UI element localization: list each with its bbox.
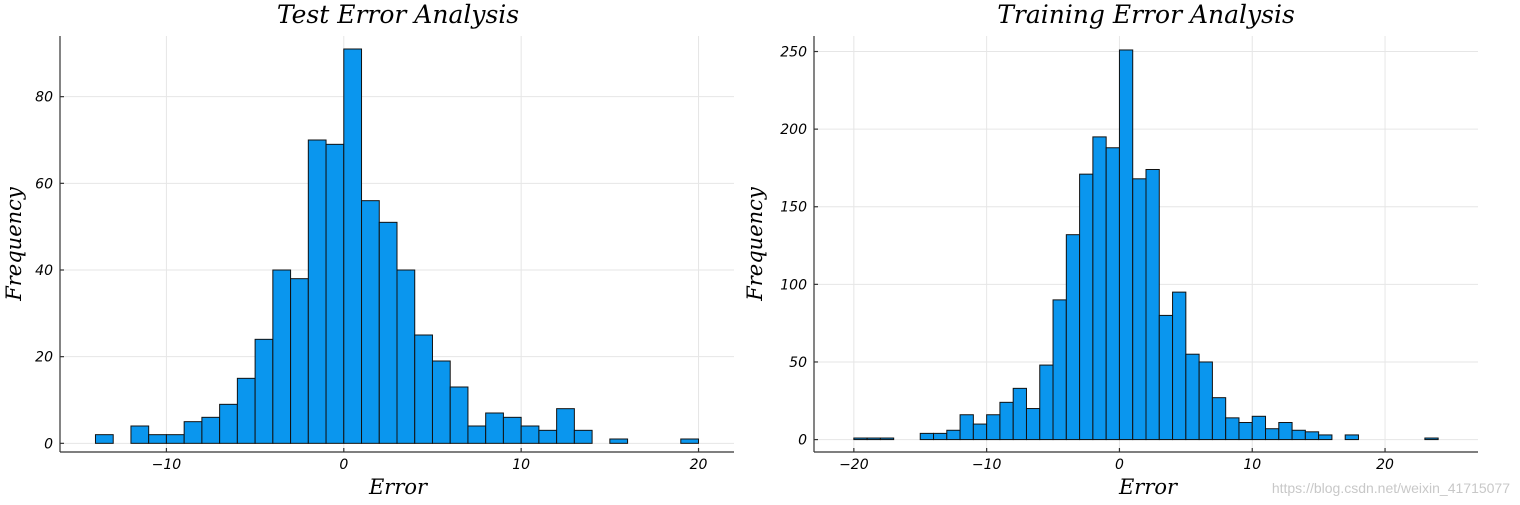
histogram-bar — [946, 429, 961, 441]
histogram-bar — [1025, 408, 1041, 441]
watermark: https://blog.csdn.net/weixin_41715077 — [1272, 480, 1510, 496]
histogram-bar — [1251, 415, 1267, 441]
y-tick-label: 200 — [780, 122, 807, 138]
histogram-bar — [680, 438, 700, 444]
histogram-bar — [201, 416, 221, 444]
x-tick-label: −10 — [152, 457, 182, 473]
histogram-bar — [236, 377, 256, 444]
histogram-bar — [1039, 364, 1054, 441]
histogram-bar — [396, 269, 416, 444]
histogram-bar — [1238, 422, 1253, 441]
histogram-bar — [1424, 437, 1439, 441]
histogram-bar — [1132, 178, 1147, 441]
histogram-bar — [986, 414, 1001, 441]
chart-title: Training Error Analysis — [997, 0, 1295, 29]
histogram-bar — [148, 434, 167, 444]
histogram-bar — [272, 269, 292, 444]
histogram-bar — [1265, 428, 1280, 441]
x-tick-label: 20 — [1376, 457, 1394, 473]
histogram-bar — [290, 278, 309, 444]
y-tick-label: 20 — [35, 350, 53, 366]
histogram-bar — [254, 338, 274, 444]
histogram-bar — [1105, 147, 1120, 441]
histogram-bar — [1185, 353, 1200, 441]
y-axis-label: Frequency — [2, 186, 26, 302]
y-tick-label: 80 — [35, 90, 53, 106]
y-tick-label: 50 — [789, 355, 807, 371]
histogram-bar — [94, 434, 114, 444]
histogram-bar — [1278, 422, 1293, 441]
histogram-bar — [485, 412, 504, 444]
histogram-bar — [933, 432, 948, 441]
x-tick-label: 0 — [1115, 457, 1124, 473]
histogram-bar — [378, 221, 398, 444]
histogram-bar — [325, 143, 345, 444]
x-tick-label: 10 — [1243, 457, 1261, 473]
y-tick-label: 150 — [780, 200, 807, 216]
x-tick-label: −20 — [839, 457, 869, 473]
histogram-bar — [467, 425, 487, 444]
histogram-bar — [1118, 49, 1134, 441]
histogram-bar — [414, 334, 433, 444]
x-tick-label: 0 — [339, 457, 348, 473]
histogram-bar — [361, 200, 380, 444]
y-tick-label: 100 — [780, 277, 807, 293]
histogram-bar — [866, 437, 881, 441]
histogram-bar — [1079, 173, 1094, 441]
histogram-bar — [1012, 387, 1027, 441]
histogram-bar — [343, 48, 363, 444]
histogram-bar — [959, 414, 974, 441]
test-error-chart: −10 0 10 20 0 20 40 60 80 Test Error Analysis Er… — [2, 0, 734, 499]
histogram-bar — [1304, 431, 1320, 441]
x-tick-label: 10 — [512, 457, 530, 473]
histogram-bar — [1172, 291, 1187, 441]
histogram-bar — [1344, 434, 1359, 441]
histogram-bar — [1211, 397, 1227, 441]
histogram-bar — [165, 434, 185, 444]
histogram-bar — [449, 386, 469, 444]
histogram-bar — [502, 416, 522, 444]
histogram-bar — [573, 429, 593, 444]
histogram-bar — [1158, 314, 1174, 441]
x-tick-label: 20 — [690, 457, 708, 473]
histogram-bar — [219, 403, 238, 444]
histogram-bar — [972, 423, 988, 441]
x-tick-label: −10 — [972, 457, 1002, 473]
y-tick-label: 60 — [35, 176, 53, 192]
histogram-bar — [307, 139, 327, 444]
histogram-bar — [520, 425, 540, 444]
histogram-bar — [556, 408, 575, 444]
y-tick-label: 250 — [780, 45, 807, 61]
histogram-bar — [130, 425, 150, 444]
histogram-bar — [999, 401, 1014, 441]
histogram-bar — [1291, 429, 1306, 441]
y-axis-label: Frequency — [743, 186, 767, 302]
histogram-bar — [609, 438, 629, 444]
histogram-bar — [431, 360, 451, 444]
y-tick-label: 40 — [35, 263, 53, 279]
x-axis-label: Error — [368, 475, 429, 499]
chart-title: Test Error Analysis — [277, 0, 519, 29]
histogram-bar — [538, 429, 558, 444]
histogram-bar — [1065, 234, 1081, 441]
histogram-bar — [1198, 361, 1213, 441]
histogram-bar — [183, 421, 203, 444]
histogram-bar — [879, 437, 895, 441]
histogram-bar — [919, 432, 935, 441]
histogram-bar — [1092, 136, 1107, 441]
histogram-bar — [1145, 168, 1160, 441]
histogram-bar — [853, 437, 868, 441]
y-tick-label: 0 — [798, 433, 807, 449]
histogram-bar — [1052, 299, 1067, 441]
histogram-bar — [1318, 434, 1333, 441]
y-tick-label: 0 — [44, 436, 53, 452]
histogram-bar — [1225, 417, 1240, 441]
x-axis-label: Error — [1118, 475, 1179, 499]
